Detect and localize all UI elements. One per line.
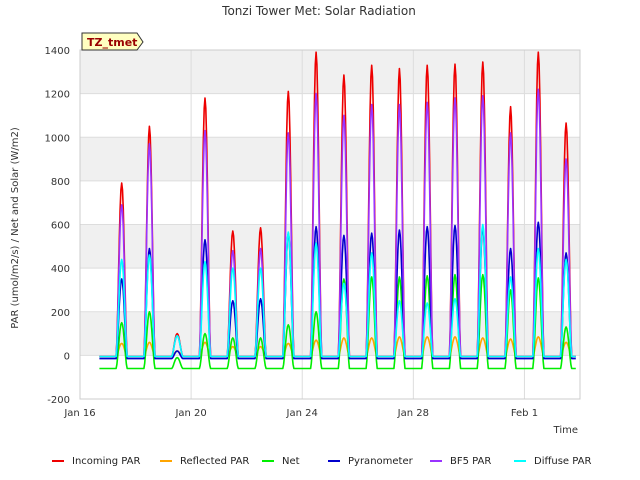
y-tick-label: 400 — [51, 264, 70, 275]
x-tick-label: Jan 16 — [63, 408, 95, 419]
x-tick-label: Jan 28 — [397, 408, 429, 419]
x-tick-label: Jan 24 — [286, 408, 318, 419]
site-label: TZ_tmet — [87, 36, 137, 49]
plot-band — [80, 137, 580, 181]
plot-frame — [79, 49, 581, 400]
y-tick-label: -200 — [47, 395, 70, 406]
x-tick-label: Feb 1 — [511, 408, 538, 419]
y-axis-label: PAR (umol/m2/s) / Net and Solar (W/m2) — [10, 127, 21, 329]
series-line-diffuse-par — [99, 223, 576, 358]
legend-label-reflected-par: Reflected PAR — [180, 456, 249, 467]
plot-band — [80, 50, 580, 94]
legend-label-net: Net — [282, 456, 300, 467]
plot-band — [80, 224, 580, 269]
legend: Incoming PAR Reflected PAR Net Pyranometer B… — [52, 456, 591, 467]
site-tag: TZ_tmet — [81, 32, 144, 51]
legend-label-pyranometer: Pyranometer — [348, 456, 414, 467]
y-tick-label: 1400 — [45, 46, 70, 57]
series-layer — [99, 51, 576, 370]
legend-label-bf5-par: BF5 PAR — [450, 456, 491, 467]
y-tick-label: 1200 — [45, 90, 70, 101]
y-tick-label: 600 — [51, 221, 70, 232]
y-tick-label: 0 — [64, 351, 70, 362]
legend-label-diffuse-par: Diffuse PAR — [534, 456, 591, 467]
x-axis-label: Time — [553, 425, 578, 436]
legend-label-incoming-par: Incoming PAR — [72, 456, 141, 467]
x-tick-label: Jan 20 — [174, 408, 206, 419]
axes: -200 0 200 400 600 800 1000 1200 1400 Jan 16 Jan 2… — [45, 46, 581, 419]
y-tick-label: 800 — [51, 177, 70, 188]
y-tick-label: 200 — [51, 308, 70, 319]
chart-title: Tonzi Tower Met: Solar Radiation — [221, 4, 416, 18]
y-tick-label: 1000 — [45, 133, 70, 144]
plot-band — [80, 311, 580, 356]
